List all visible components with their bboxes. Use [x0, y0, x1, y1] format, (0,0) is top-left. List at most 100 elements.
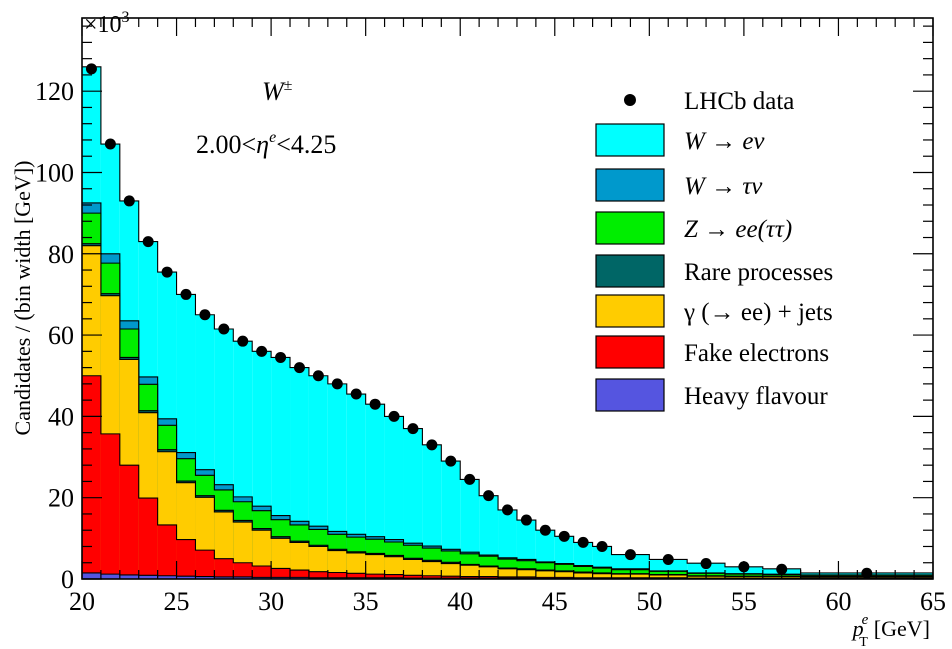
bar — [138, 575, 158, 579]
x-tick-label: 45 — [542, 587, 568, 616]
data-point — [776, 563, 788, 575]
x-tick-label: 65 — [920, 587, 946, 616]
bar — [384, 574, 404, 579]
data-point — [369, 398, 381, 410]
legend-marker — [624, 94, 636, 106]
bar — [346, 573, 366, 579]
x-axis-label: pe T[GeV] — [851, 612, 930, 649]
bar — [308, 571, 328, 579]
bar — [233, 576, 253, 579]
bar — [271, 568, 291, 579]
x-tick-label: 55 — [731, 587, 757, 616]
bar — [233, 562, 253, 579]
legend-swatch — [595, 294, 665, 328]
bar — [195, 550, 215, 579]
legend-item: Rare processes — [595, 254, 833, 288]
bar — [554, 571, 574, 579]
bar — [327, 383, 347, 579]
bar — [138, 498, 158, 579]
bar — [403, 575, 423, 579]
bar — [157, 524, 177, 579]
data-point — [426, 439, 438, 451]
bar — [176, 539, 196, 579]
data-point — [350, 388, 362, 400]
legend-item: W → τν — [595, 168, 763, 202]
data-point — [388, 410, 400, 422]
bar — [403, 428, 423, 579]
stacked-histogram — [82, 66, 933, 580]
x-tick-label: 35 — [353, 587, 379, 616]
data-point — [464, 473, 476, 485]
data-point — [161, 266, 173, 278]
legend-label: Rare processes — [684, 259, 833, 286]
data-point — [312, 370, 324, 382]
y-tick-label: 60 — [48, 321, 74, 350]
x-tick-label: 30 — [258, 587, 284, 616]
plot-frame — [81, 17, 934, 580]
data-point — [142, 236, 154, 248]
data-point — [483, 490, 495, 502]
legend-label: Z → ee(ττ) — [684, 216, 792, 243]
bar — [422, 575, 442, 579]
legend-swatch — [595, 123, 665, 157]
y-tick-label: 0 — [61, 565, 74, 594]
bar — [157, 575, 177, 579]
data-point — [275, 351, 287, 363]
bar — [271, 577, 291, 579]
bar — [384, 416, 404, 579]
bar — [516, 569, 536, 579]
bar — [592, 573, 612, 579]
data-point — [331, 378, 343, 390]
legend-swatch — [595, 378, 665, 412]
data-point — [558, 530, 570, 542]
legend-item: Z → ee(ττ) — [595, 211, 792, 245]
x-tick-label: 60 — [825, 587, 851, 616]
series-fake-electrons — [82, 375, 933, 579]
bar — [365, 574, 385, 579]
legend-label: LHCb data — [684, 88, 794, 115]
data-point — [218, 323, 230, 335]
data-points — [85, 63, 873, 579]
legend-label: W → τν — [684, 173, 763, 200]
bar — [119, 465, 139, 579]
bar — [460, 565, 480, 579]
data-point — [539, 524, 551, 536]
bar — [327, 550, 347, 579]
x-tick-label: 20 — [69, 587, 95, 616]
bar — [535, 570, 555, 579]
legend-label: γ (→ ee) + jets — [683, 299, 833, 326]
data-point — [624, 549, 636, 561]
y-tick-label: 120 — [35, 77, 74, 106]
bar — [384, 556, 404, 579]
data-point — [199, 309, 211, 321]
bar — [252, 577, 272, 579]
bar — [195, 576, 215, 579]
legend-label: W → eν — [684, 128, 765, 155]
legend-item: LHCb data — [624, 88, 794, 115]
x-tick-label: 50 — [636, 587, 662, 616]
x-tick-label: 25 — [164, 587, 190, 616]
legend-swatch — [595, 335, 665, 369]
bar — [365, 554, 385, 579]
x-tick-label: 40 — [447, 587, 473, 616]
data-point — [520, 514, 532, 526]
data-point — [445, 455, 457, 467]
bar — [441, 576, 461, 579]
series-outline — [82, 66, 933, 574]
series-outline — [82, 212, 933, 576]
data-point — [293, 362, 305, 374]
y-multiplier: ×103 — [84, 9, 130, 38]
y-tick-label: 40 — [48, 402, 74, 431]
data-point — [256, 345, 268, 357]
data-point — [502, 504, 513, 516]
legend: LHCb data W → eν W → τν Z → ee(ττ) Rare proc… — [595, 88, 833, 412]
data-point — [596, 540, 608, 552]
bar — [290, 577, 309, 579]
bar — [346, 552, 366, 579]
data-point — [237, 335, 249, 347]
legend-label: Fake electrons — [684, 340, 829, 367]
bar — [573, 572, 593, 579]
legend-swatch — [595, 254, 665, 288]
